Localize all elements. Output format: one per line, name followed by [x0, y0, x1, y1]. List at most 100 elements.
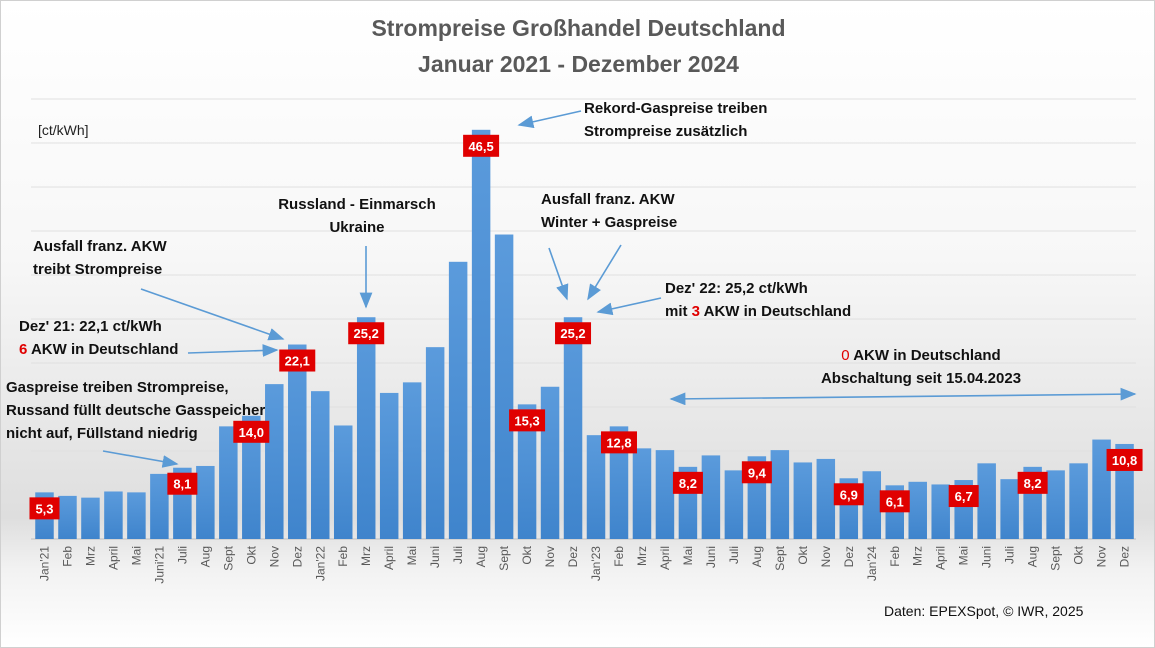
- bar: [908, 481, 927, 539]
- x-tick-label: Jan'24: [865, 546, 879, 581]
- bar: [609, 426, 629, 539]
- data-label-box: [509, 409, 546, 432]
- annotation-arrows: [102, 110, 1137, 468]
- x-tick-label: Mai: [405, 546, 419, 565]
- annotation-line: nicht auf, Füllstand niedrig: [6, 425, 198, 442]
- arrow-ausfall22-a: [548, 247, 569, 301]
- x-tick-label: April: [658, 546, 672, 570]
- arrow-rekord: [517, 110, 582, 129]
- data-label: 15,3: [514, 413, 539, 428]
- arrow-dez22: [596, 297, 662, 316]
- x-tick-label: Sept: [1049, 545, 1063, 570]
- data-label: 6,1: [886, 494, 904, 509]
- bar: [1092, 439, 1111, 539]
- x-tick-label: Jan'23: [589, 546, 603, 581]
- x-tick-label: Sept: [773, 545, 787, 570]
- chart-subtitle: Januar 2021 - Dezember 2024: [418, 51, 739, 77]
- x-tick-label: Mai: [129, 546, 143, 565]
- bar: [104, 491, 123, 539]
- data-label-box: [555, 322, 592, 345]
- x-tick-label: Juli: [451, 546, 465, 564]
- x-tick-label: Aug: [474, 546, 488, 567]
- x-tick-label: Mai: [681, 546, 695, 565]
- x-tick-label: Juni: [980, 546, 994, 568]
- data-label-box: [600, 431, 637, 454]
- arrow-gas21: [102, 450, 179, 468]
- data-label: 9,4: [748, 465, 767, 480]
- data-label-box: [741, 461, 772, 484]
- annotation-rekord: Rekord-Gaspreise treiben Strompreise zus…: [584, 97, 767, 143]
- x-tick-label: Mrz: [635, 546, 649, 566]
- annotation-line: AKW in Deutschland: [700, 303, 852, 320]
- data-label: 5,3: [35, 501, 53, 516]
- x-tick-label: Mrz: [911, 546, 925, 566]
- bar: [977, 463, 996, 539]
- bar: [311, 391, 330, 539]
- x-tick-label: April: [382, 546, 396, 570]
- x-tick-label: Okt: [244, 545, 258, 564]
- x-tick-label: Juni'21: [152, 546, 166, 584]
- bar: [770, 450, 790, 539]
- arrow-akw0-range: [669, 387, 1137, 406]
- data-label: 46,5: [468, 139, 493, 154]
- x-tick-label: Dez: [566, 546, 580, 567]
- x-tick-label: Dez: [842, 546, 856, 567]
- bar: [425, 347, 445, 539]
- bar: [586, 435, 606, 539]
- bar: [494, 234, 514, 539]
- bar: [81, 497, 100, 539]
- bar: [517, 404, 537, 539]
- bar: [333, 425, 353, 539]
- annotation-dez22: Dez' 22: 25,2 ct/kWh mit 3 AKW in Deutsc…: [665, 277, 851, 323]
- bar: [356, 317, 376, 539]
- bar: [793, 462, 813, 539]
- bar: [242, 415, 261, 539]
- x-tick-label: Dez: [1118, 546, 1132, 567]
- data-label-box: [279, 349, 316, 372]
- annotation-ausfall22: Ausfall franz. AKW Winter + Gaspreise: [541, 188, 677, 234]
- x-tick-label: Nov: [1095, 546, 1109, 567]
- x-tick-label: Nov: [819, 546, 833, 567]
- bar: [931, 484, 950, 539]
- annotation-russland: Russland - Einmarsch Ukraine: [278, 193, 436, 239]
- bar: [701, 455, 721, 539]
- bar: [196, 465, 215, 539]
- data-label: 6,7: [955, 489, 973, 504]
- bar: [471, 129, 491, 540]
- x-tick-label: Mrz: [83, 546, 97, 566]
- x-tick-label: Feb: [60, 546, 74, 567]
- annotation-akw0: 0 AKW in Deutschland Abschaltung seit 15…: [821, 344, 1021, 390]
- x-tick-label: Feb: [336, 546, 350, 567]
- x-tick-label: Sept: [221, 545, 235, 570]
- data-label-box: [348, 322, 385, 345]
- annotation-line: Ausfall franz. AKW: [541, 191, 675, 208]
- annotation-line: Gaspreise treiben Strompreise,: [6, 379, 229, 396]
- data-label-box: [1017, 471, 1048, 494]
- bar: [862, 471, 882, 539]
- akw-count: 6: [19, 341, 28, 358]
- bar: [1069, 463, 1088, 539]
- chart-title: Strompreise Großhandel Deutschland: [371, 15, 786, 41]
- annotation-line: Strompreise zusätzlich: [584, 123, 748, 140]
- arrow-ausfall22-b: [587, 244, 622, 301]
- data-label-box: [672, 471, 703, 494]
- bar: [816, 458, 836, 539]
- annotation-line: AKW in Deutschland: [27, 341, 179, 358]
- x-tick-label: Mrz: [359, 546, 373, 566]
- x-tick-label: Okt: [520, 545, 534, 564]
- bar: [563, 317, 583, 539]
- bar: [724, 470, 744, 539]
- x-tick-label: April: [934, 546, 948, 570]
- x-tick-label: Jan'22: [313, 546, 327, 581]
- data-label: 22,1: [285, 354, 310, 369]
- data-label-box: [167, 472, 198, 495]
- data-label: 12,8: [606, 435, 631, 450]
- arrow-ausfall21: [140, 288, 285, 341]
- annotation-line: AKW in Deutschland: [849, 347, 1001, 364]
- x-tick-label: Aug: [750, 546, 764, 567]
- bar: [265, 384, 284, 539]
- data-label: 8,2: [679, 476, 697, 491]
- data-label-box: [29, 497, 60, 520]
- annotation-line: Dez' 22: 25,2 ct/kWh: [665, 280, 808, 297]
